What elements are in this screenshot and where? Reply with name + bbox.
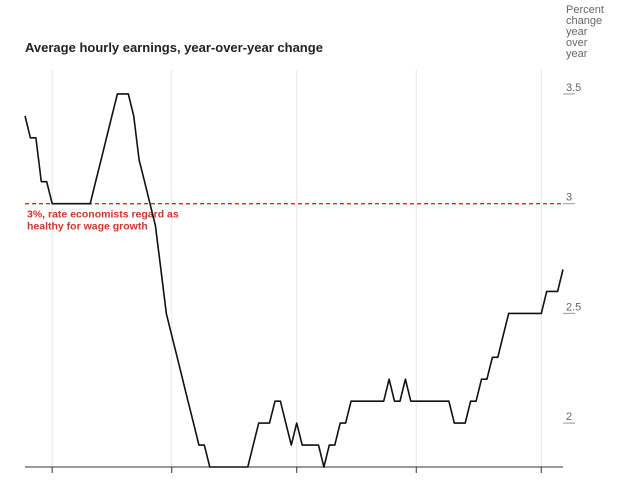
y-axis-ticks: 2 2.5 3 3.5 <box>563 82 581 424</box>
x-axis <box>25 466 563 473</box>
y-axis-unit-label-line: year <box>566 26 588 38</box>
reference-line-label-line: 3%, rate economists regard as <box>27 209 179 221</box>
series-group <box>24 93 564 468</box>
reference-line-label: 3%, rate economists regard as healthy for… <box>27 209 179 233</box>
y-axis-unit-label-line: Percent <box>566 4 604 16</box>
chart-title: Average hourly earnings, year-over-year … <box>25 40 323 55</box>
y-axis-unit-label-line: over <box>566 37 588 49</box>
grid-lines <box>51 70 542 467</box>
series-line <box>24 93 564 468</box>
reference-line-label-line: healthy for wage growth <box>27 221 148 233</box>
y-tick-label: 2 <box>566 411 572 423</box>
y-axis-unit-label-line: change <box>566 15 602 27</box>
y-axis-unit-label-line: year <box>566 48 588 60</box>
y-tick-label: 2.5 <box>566 301 581 313</box>
y-tick-label: 3.5 <box>566 82 581 94</box>
reference-line-group: 3%, rate economists regard as healthy for… <box>25 203 563 233</box>
y-tick-label: 3 <box>566 192 572 204</box>
